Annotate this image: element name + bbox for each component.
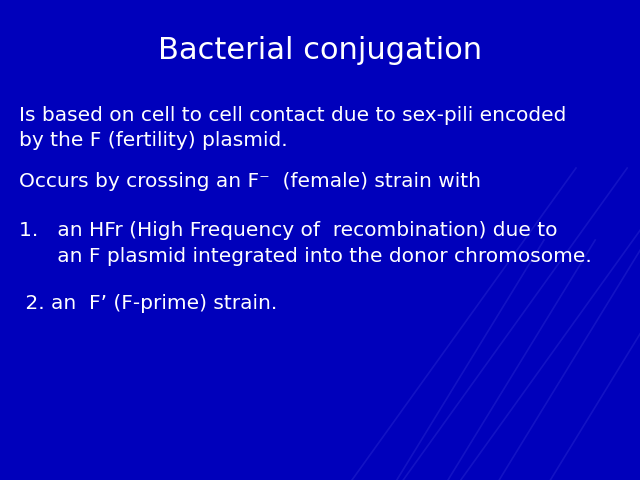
Text: an F plasmid integrated into the donor chromosome.: an F plasmid integrated into the donor c…	[19, 247, 592, 266]
Text: by the F (fertility) plasmid.: by the F (fertility) plasmid.	[19, 131, 288, 150]
Text: Is based on cell to cell contact due to sex-pili encoded: Is based on cell to cell contact due to …	[19, 106, 566, 125]
Text: 2. an  F’ (F-prime) strain.: 2. an F’ (F-prime) strain.	[19, 294, 278, 313]
Text: 1.   an HFr (High Frequency of  recombination) due to: 1. an HFr (High Frequency of recombinati…	[19, 221, 557, 240]
Text: Bacterial conjugation: Bacterial conjugation	[158, 36, 482, 65]
Text: Occurs by crossing an F⁻  (female) strain with: Occurs by crossing an F⁻ (female) strain…	[19, 172, 481, 191]
